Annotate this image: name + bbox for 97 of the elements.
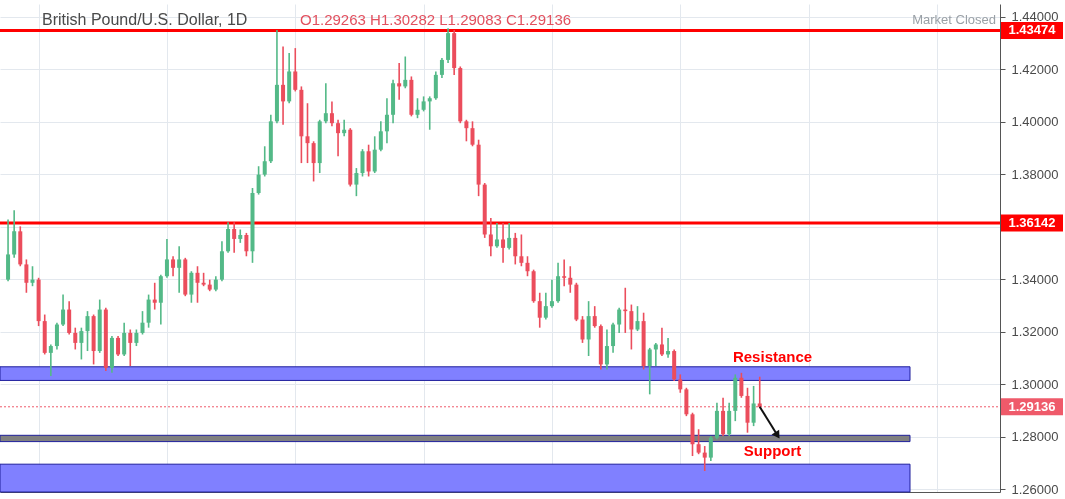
candlestick: [281, 45, 286, 126]
candlestick: [305, 102, 310, 164]
candlestick: [751, 385, 756, 427]
candlestick: [311, 140, 316, 183]
candlestick: [721, 396, 726, 437]
candlestick: [195, 265, 200, 304]
candlestick: [403, 55, 408, 90]
candlestick: [146, 293, 151, 329]
candlestick: [354, 167, 359, 197]
candlestick: [604, 328, 609, 371]
candlestick: [537, 291, 542, 329]
candlestick: [238, 228, 243, 244]
candlestick: [629, 303, 634, 351]
y-tick-label: 1.44000: [1011, 9, 1059, 25]
candlestick: [262, 145, 267, 178]
chart-title: British Pound/U.S. Dollar, 1D: [42, 11, 248, 28]
ref-line-label: 1.29136: [1008, 398, 1056, 414]
candlestick: [397, 62, 402, 101]
candlestick: [73, 326, 78, 351]
candlestick: [128, 328, 133, 367]
candlestick: [244, 232, 249, 258]
y-tick-label: 1.38000: [1011, 166, 1059, 182]
candlestick: [189, 270, 194, 304]
candlestick: [433, 70, 438, 101]
candlestick: [702, 445, 707, 472]
candlestick: [152, 281, 157, 311]
candlestick: [525, 255, 530, 278]
candlestick: [30, 265, 35, 287]
y-tick-label: 1.26000: [1011, 481, 1059, 497]
band-label: Support: [743, 441, 802, 459]
candlestick: [470, 120, 475, 148]
candlestick: [61, 293, 66, 327]
candlestick: [586, 300, 591, 357]
candlestick: [439, 57, 444, 79]
y-tick-label: 1.42000: [1011, 61, 1059, 77]
candlestick: [580, 315, 585, 344]
candlestick: [678, 373, 683, 394]
candlestick: [519, 233, 524, 268]
candlestick: [323, 82, 328, 124]
candlestick: [116, 335, 121, 357]
candlestick: [549, 278, 554, 309]
y-tick-label: 1.34000: [1011, 271, 1059, 287]
annotation: Market Closed: [912, 12, 996, 27]
candlestick: [177, 245, 182, 294]
candlestick: [464, 118, 469, 143]
candlestick: [54, 321, 59, 351]
candlestick: [140, 310, 145, 336]
candlestick: [507, 222, 512, 251]
candlestick: [79, 326, 84, 361]
candlestick: [24, 258, 29, 294]
candlestick: [372, 135, 377, 174]
ref-line-label: 1.36142: [1008, 214, 1056, 230]
chart-subtitle: O1.29263 H1.30282 L1.29083 C1.29136: [300, 11, 572, 28]
y-tick-label: 1.32000: [1011, 324, 1059, 340]
y-tick-label: 1.40000: [1011, 114, 1059, 130]
candlestick: [488, 217, 493, 258]
candlestick: [48, 343, 53, 377]
candlestick: [85, 310, 90, 352]
candlestick: [336, 118, 341, 158]
candlestick: [727, 401, 732, 437]
ref-line-label: 1.43474: [1008, 22, 1057, 38]
candlestick: [592, 305, 597, 329]
candlestick: [366, 143, 371, 178]
candlestick: [329, 100, 334, 128]
candlestick: [378, 120, 383, 153]
candlestick: [494, 222, 499, 249]
candlestick: [708, 435, 713, 462]
candlestick: [415, 97, 420, 119]
candlestick: [562, 258, 567, 287]
y-tick-label: 1.28000: [1011, 429, 1059, 445]
candlestick: [653, 342, 658, 367]
candlestick: [543, 291, 548, 321]
candlestick: [164, 238, 169, 279]
candlestick: [122, 321, 127, 357]
candlestick: [617, 306, 622, 334]
candlestick: [67, 300, 72, 336]
candlestick: [568, 265, 573, 294]
candlestick: [360, 148, 365, 178]
candlestick: [232, 221, 237, 254]
candlestick: [659, 326, 664, 357]
candlestick: [293, 47, 298, 93]
candlestick: [256, 165, 261, 196]
candlestick: [12, 209, 17, 259]
candlestick: [171, 255, 176, 278]
candlestick: [635, 305, 640, 332]
candlestick: [696, 428, 701, 455]
candlestick: [427, 95, 432, 131]
y-tick-label: 1.30000: [1011, 376, 1059, 392]
candlestick: [757, 375, 762, 409]
candlestick: [226, 221, 231, 254]
candlestick: [501, 222, 506, 264]
candlestick: [384, 97, 389, 144]
candlestick: [611, 321, 616, 354]
candlestick: [739, 372, 744, 399]
candlestick: [647, 347, 652, 396]
band-label: Resistance: [732, 347, 813, 365]
candlestick: [513, 232, 518, 266]
